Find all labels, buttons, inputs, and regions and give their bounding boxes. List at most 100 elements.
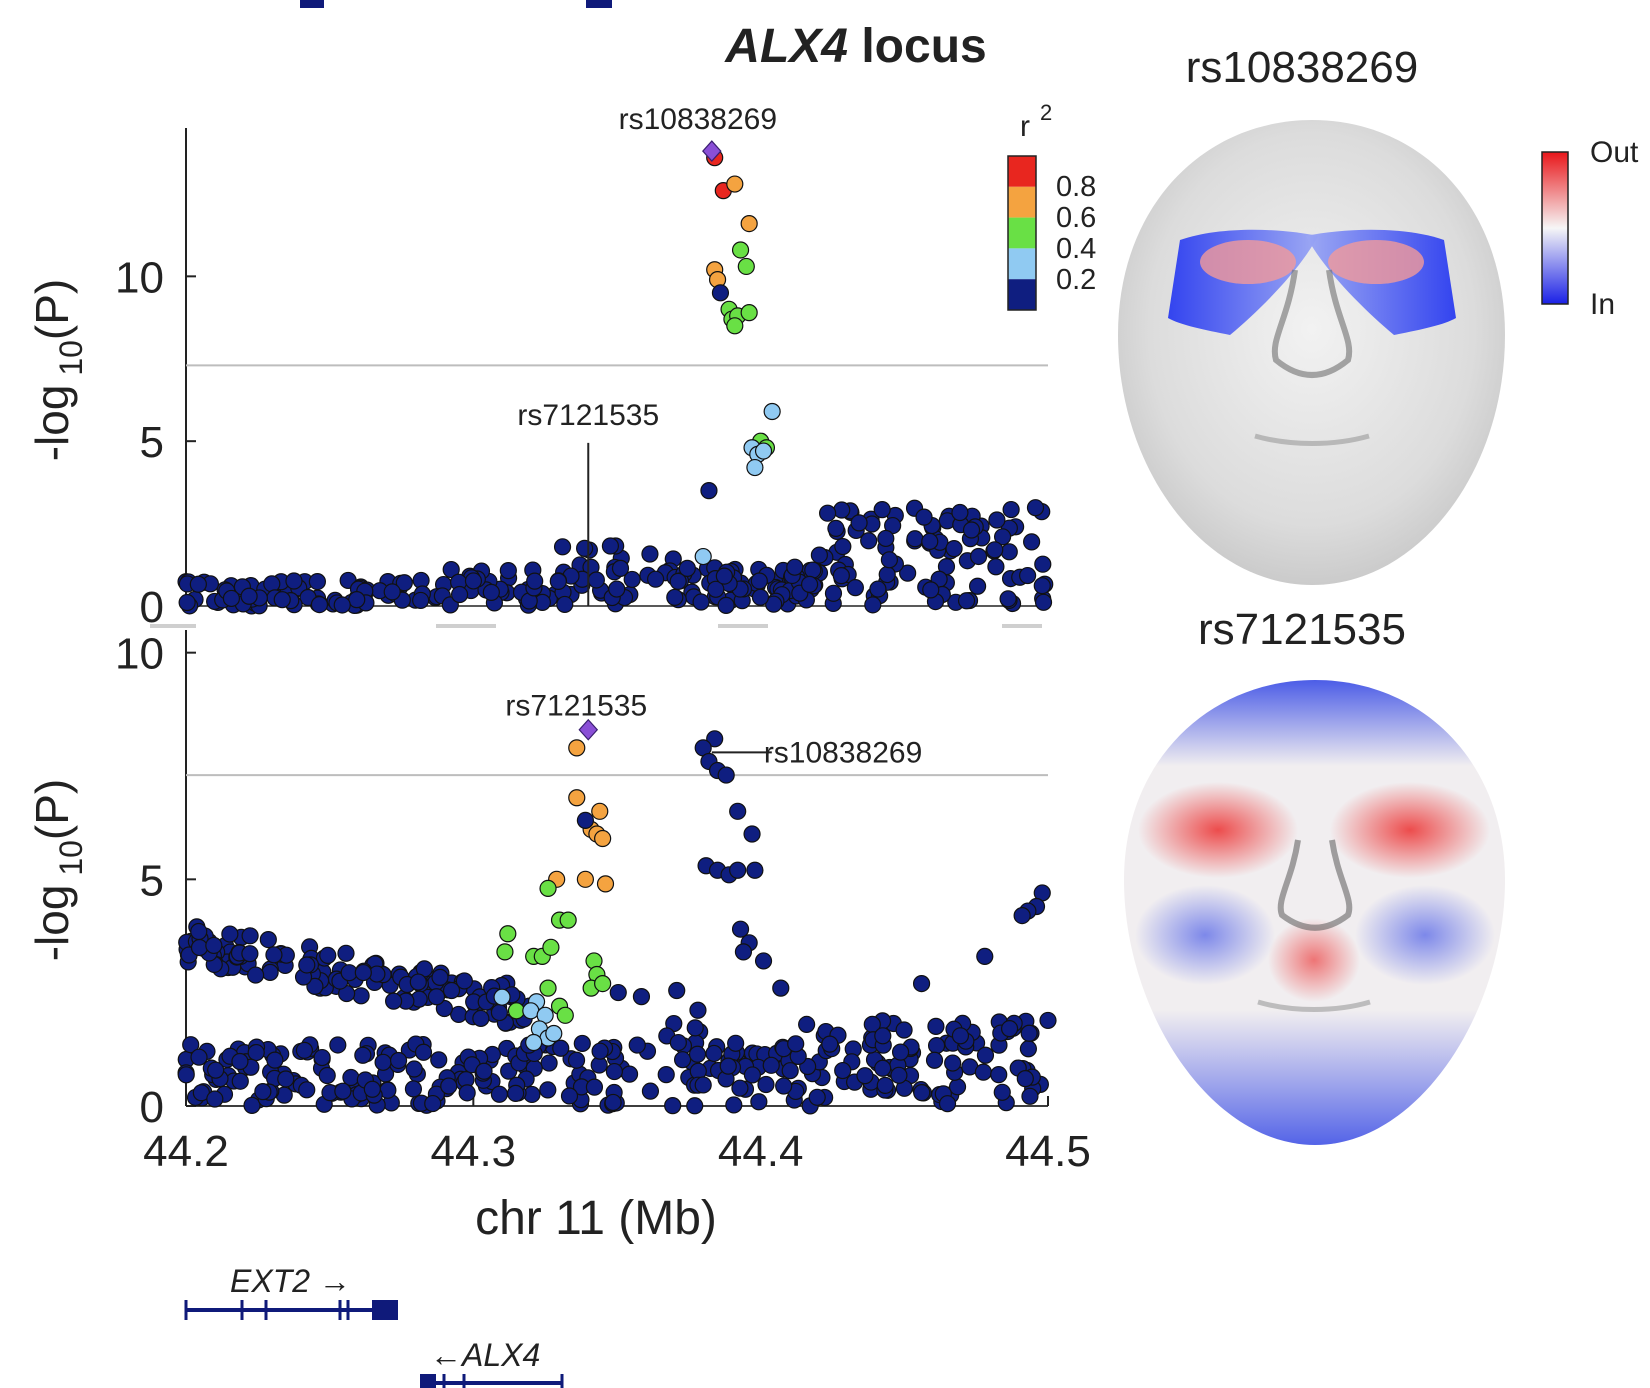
top-snp-point xyxy=(1019,566,1037,585)
face-panel-rs7121535: rs7121535 xyxy=(1124,605,1505,1145)
bottom-ld-snp-point xyxy=(568,739,586,757)
bottom-snp-point xyxy=(1020,1024,1038,1042)
colorbar-label-in: In xyxy=(1590,288,1615,321)
top-snp-point xyxy=(921,532,939,551)
bottom-snp-point xyxy=(354,963,372,982)
bottom-y-axis-label: -log 10(P) xyxy=(26,779,89,962)
top-snp-point xyxy=(899,564,917,582)
bottom-snp-point xyxy=(951,1027,970,1045)
cropped-tick-remnants xyxy=(150,624,1042,628)
top-edge-marks xyxy=(300,0,612,8)
top-snp-point xyxy=(945,540,963,558)
bottom-snp-point xyxy=(298,1081,316,1099)
face-colorbar: Out In xyxy=(1541,136,1639,321)
top-ld-snp-point xyxy=(740,304,758,322)
legend-swatches xyxy=(1008,156,1036,310)
top-lead-snp-diamond xyxy=(702,140,722,162)
top-snp-point xyxy=(873,501,891,519)
top-ylabel-tail: (P) xyxy=(26,279,78,340)
bottom-snp-point xyxy=(552,1039,570,1057)
bottom-ld-points xyxy=(493,739,615,1052)
bottom-snp-point xyxy=(1019,1040,1037,1058)
top-lead-snp-label: rs10838269 xyxy=(619,103,777,136)
bottom-snp-point xyxy=(334,1082,352,1100)
top-snp-point xyxy=(715,567,733,585)
bottom-peak-snp-point xyxy=(1013,906,1031,925)
bottom-snp-point xyxy=(450,1005,468,1024)
bottom-snp-point xyxy=(190,922,208,941)
top-ld-snp-point xyxy=(763,402,781,421)
bottom-snp-point xyxy=(539,1081,557,1099)
top-snp-point xyxy=(869,580,887,598)
top-snp-point xyxy=(647,570,665,588)
top-y-ticks: 0 5 10 xyxy=(115,253,196,632)
bottom-snp-point xyxy=(927,1017,945,1035)
bottom-snp-point xyxy=(1000,1020,1019,1038)
top-ld-snp-point xyxy=(726,317,744,335)
gene-arrow-alx4: ← xyxy=(430,1337,462,1373)
top-snp-point xyxy=(263,575,281,593)
gene-name-alx4: ALX4 xyxy=(460,1337,540,1373)
bottom-snp-point xyxy=(787,1035,805,1053)
top-snp-point xyxy=(765,595,783,613)
bottom-snp-point xyxy=(243,1096,261,1114)
top-snp-point xyxy=(499,562,517,580)
bottom-snp-point xyxy=(221,925,239,943)
top-y-axis-label: -log 10(P) xyxy=(26,279,89,462)
bottom-snp-point xyxy=(874,1059,892,1077)
legend-tick-0.4: 0.4 xyxy=(1056,233,1096,265)
top-snp-point xyxy=(969,547,988,566)
bottom-snp-point xyxy=(409,973,427,991)
bottom-snp-point xyxy=(821,1035,839,1053)
bottom-ld-snp-point xyxy=(507,1002,526,1020)
bottom-snp-point xyxy=(567,1051,586,1069)
bottom-snp-point xyxy=(404,1080,423,1098)
bottom-ld-snp-point xyxy=(522,1002,540,1020)
bottom-snp-point xyxy=(762,1056,780,1074)
top-snp-point xyxy=(601,537,620,555)
top-snp-point xyxy=(937,558,956,576)
bottom-snp-point xyxy=(241,927,259,945)
gene-name-ext2: EXT2 xyxy=(230,1263,310,1299)
bottom-snp-point xyxy=(891,1043,910,1061)
gene-label-ext2: EXT2 → xyxy=(230,1263,351,1299)
bottom-peak-snp-point xyxy=(729,861,747,879)
bottom-ld-snp-point xyxy=(594,829,612,848)
bottom-snp-point xyxy=(475,1062,493,1080)
bottom-snp-point xyxy=(913,1084,931,1102)
bottom-snp-point xyxy=(414,1043,433,1061)
top-snp-point xyxy=(308,572,326,591)
bottom-ld-snp-point xyxy=(496,943,514,961)
x-tick-label-44.2: 44.2 xyxy=(143,1127,229,1176)
top-snp-point xyxy=(988,511,1006,529)
top-snp-point xyxy=(641,545,659,563)
top-snp-point xyxy=(962,521,981,539)
top-snp-point xyxy=(273,591,291,609)
top-snp-point xyxy=(348,591,366,609)
x-tick-label-44.5: 44.5 xyxy=(1005,1127,1091,1176)
bottom-snp-point xyxy=(688,1045,707,1063)
r2-legend: r 2 0.8 0.6 0.4 0.2 xyxy=(1007,100,1096,311)
y-tick-label-5: 5 xyxy=(140,418,164,467)
top-snp-point xyxy=(395,574,413,592)
bottom-snp-point xyxy=(605,1062,623,1081)
top-snp-point xyxy=(786,558,804,576)
x-tick-label-44.3: 44.3 xyxy=(431,1127,517,1176)
bottom-snp-point xyxy=(686,1097,704,1115)
top-snp-point xyxy=(819,504,837,522)
bottom-snp-point xyxy=(490,1085,508,1103)
colorbar-gradient xyxy=(1541,151,1569,305)
face-mouth-shading-top xyxy=(1254,433,1370,446)
face-label-top: rs10838269 xyxy=(1186,43,1418,92)
gene-model-ext2 xyxy=(184,1300,398,1320)
top-snp-point xyxy=(986,541,1004,559)
top-snp-point xyxy=(1026,499,1045,517)
top-snp-point xyxy=(669,572,687,590)
bottom-snp-point xyxy=(743,1066,762,1084)
bottom-peak-snp-point xyxy=(731,920,750,938)
y-tick-label-0: 0 xyxy=(140,583,164,632)
face-shape-top xyxy=(1118,120,1505,585)
top-snp-point xyxy=(310,595,329,614)
bottom-snp-point xyxy=(694,1076,712,1094)
